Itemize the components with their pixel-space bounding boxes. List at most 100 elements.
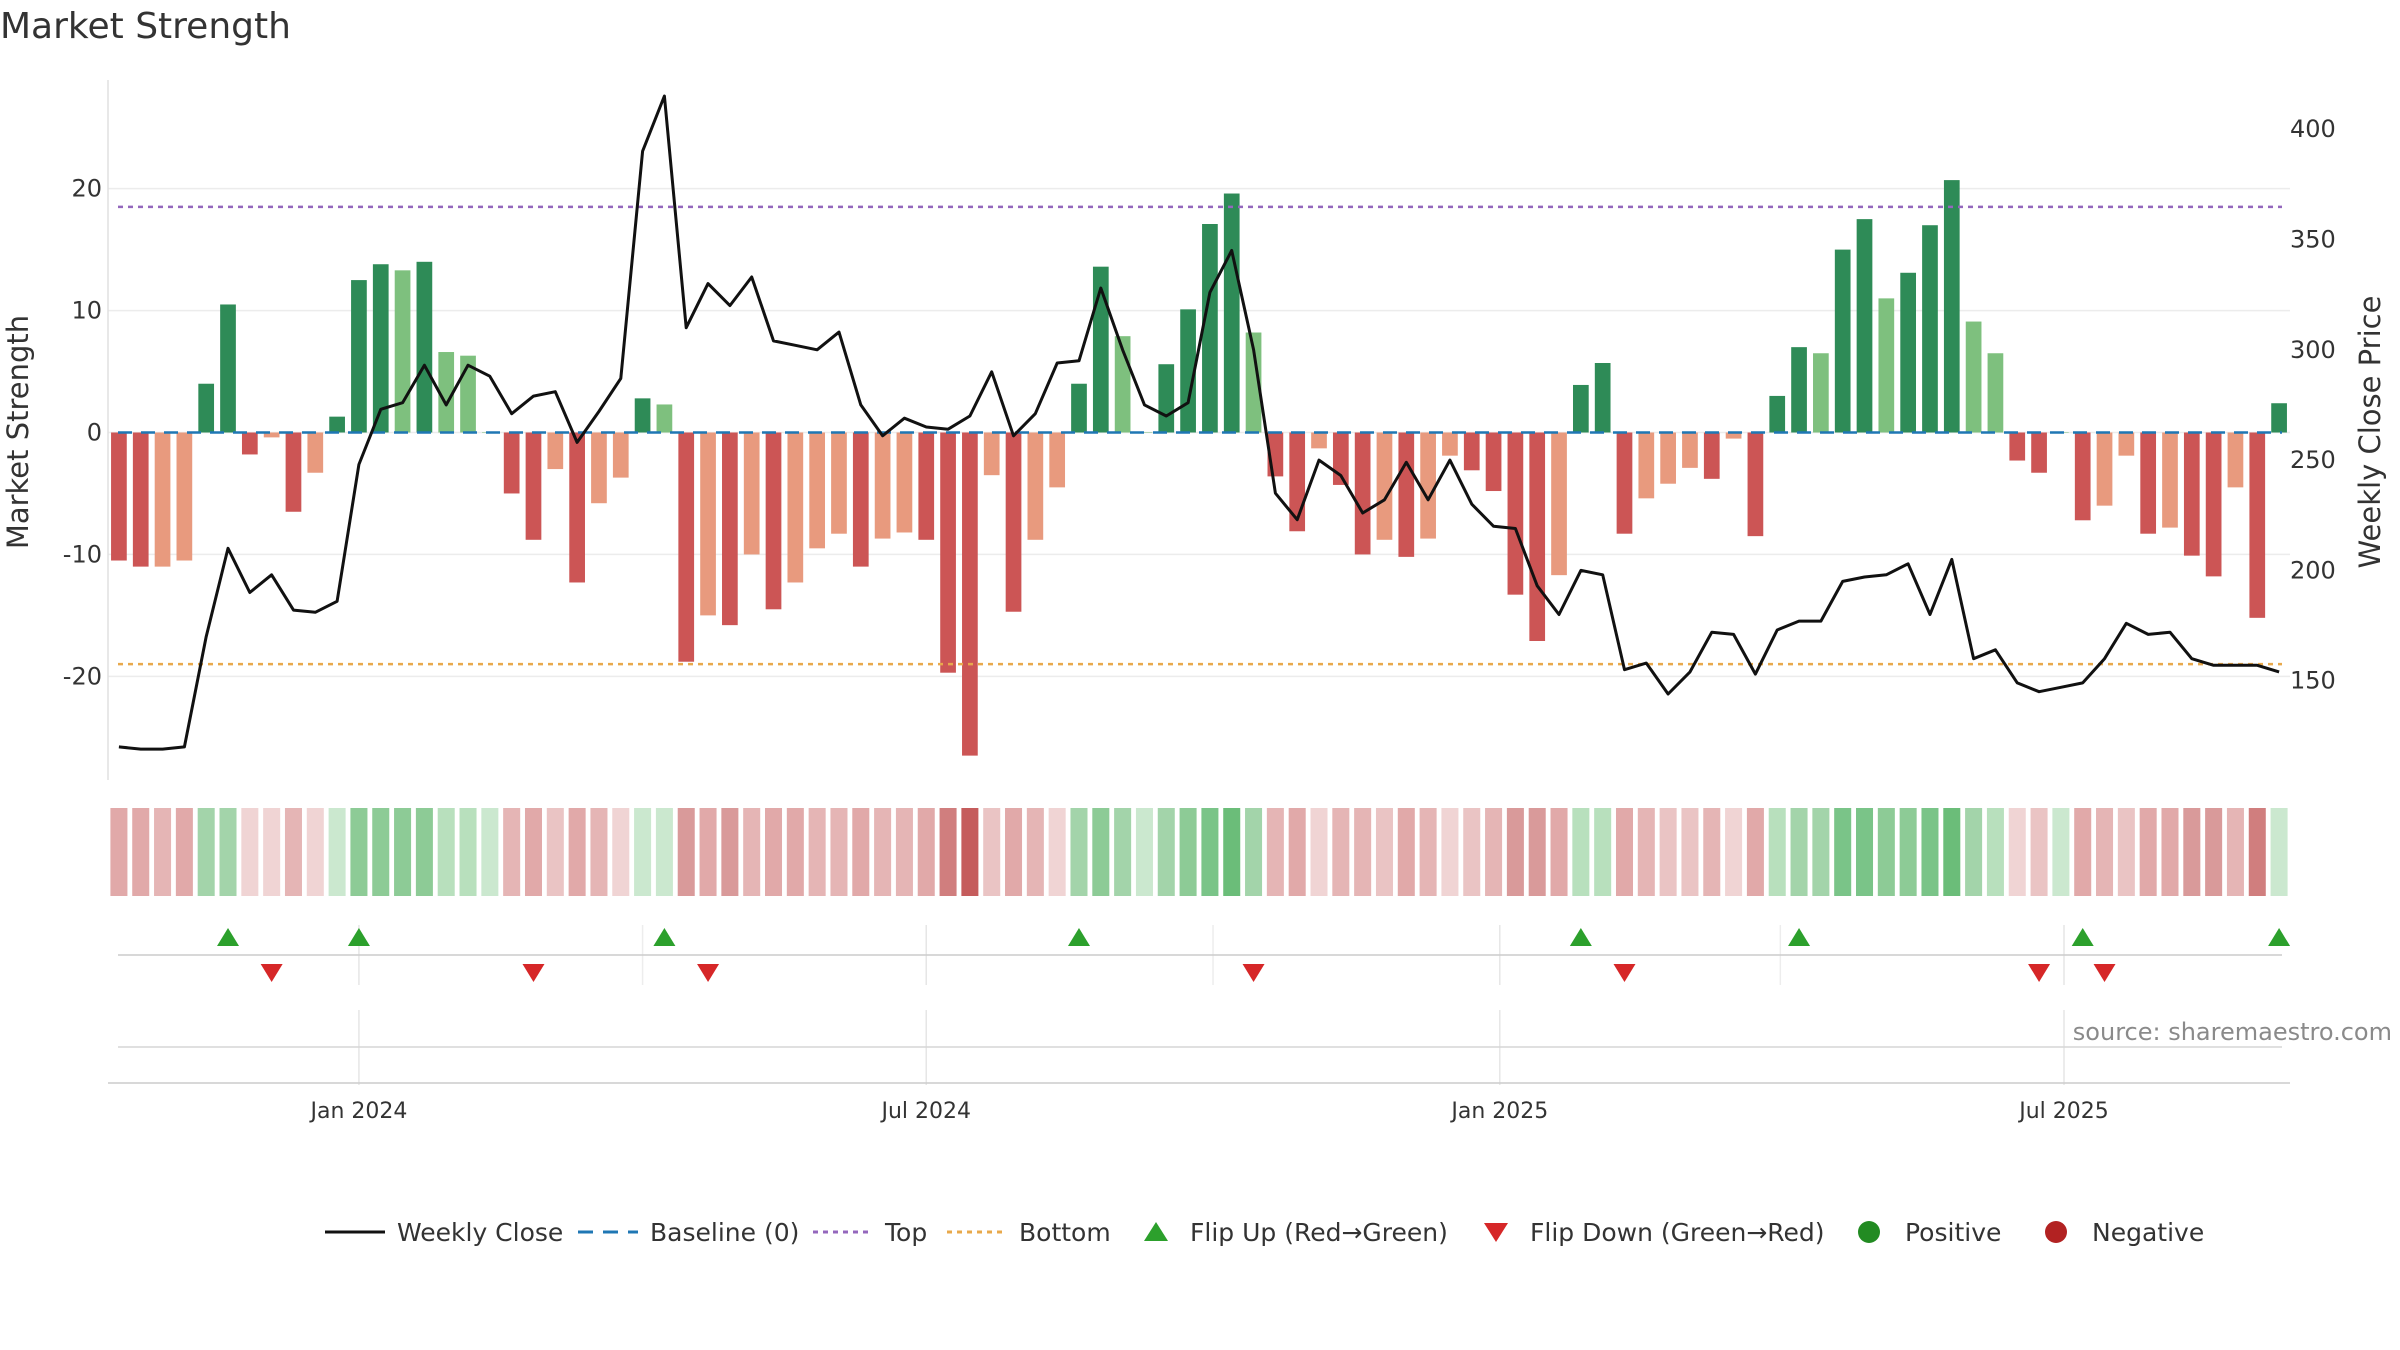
weekly-close-line [118,94,2280,751]
strength-bar [241,432,258,455]
strength-bar [1311,432,1327,449]
heat-cell [568,808,586,896]
heat-cell [2226,808,2244,896]
strength-bar [1965,321,1982,433]
legend-item: Negative [2045,1218,2204,1247]
heat-cell [655,808,673,896]
heat-cell [132,808,150,896]
strength-bar [285,432,302,512]
left-tick-label: 10 [71,297,102,325]
strength-bar [1616,432,1633,534]
heat-cell [2183,808,2201,896]
flip-up-marker [2071,928,2094,946]
strength-bar [940,432,956,673]
heat-cell [1266,808,1284,896]
strength-bar [1834,249,1851,433]
strength-bar [111,432,127,561]
strength-bar [1158,364,1175,433]
heat-cell [241,808,259,896]
flip-down-marker [260,964,283,982]
strength-bar [1725,432,1742,439]
heat-cell [1026,808,1044,896]
heat-cell [1659,808,1677,896]
strength-bar [2140,432,2157,534]
heat-cell [350,808,368,896]
flip-up-marker [1067,928,1090,946]
heat-cell [874,808,892,896]
legend-label: Weekly Close [397,1218,563,1247]
left-tick-label: -10 [63,540,102,568]
left-tick-label: 20 [71,175,102,203]
strength-bar [809,432,826,549]
heat-cell [786,808,804,896]
legend-label: Negative [2092,1218,2204,1247]
heat-cell [459,808,477,896]
heat-cell [1615,808,1633,896]
strength-bar [2271,403,2287,433]
x-tick-label: Jul 2025 [2017,1099,2109,1124]
heat-cell [1354,808,1372,896]
flip-up-marker [217,928,240,946]
heat-cell [1157,808,1175,896]
strength-bar [1376,432,1393,540]
strength-bar [132,432,149,567]
strength-bar [154,432,171,567]
flip-up-marker [347,928,370,946]
right-tick-label: 200 [2290,556,2336,584]
legend-label: Flip Up (Red→Green) [1190,1218,1448,1247]
legend-swatch-circle [1858,1221,1880,1243]
legend-item: Bottom [947,1218,1111,1247]
left-axis-title: Market Strength [1,315,35,549]
heat-cell [394,808,412,896]
flip-down-marker [522,964,545,982]
heat-cell [743,808,761,896]
strength-bar [1354,432,1371,555]
strength-bar [394,270,411,433]
heat-cell [175,808,193,896]
strength-bar [372,264,389,433]
source-label: source: sharemaestro.com [2073,1018,2392,1046]
right-tick-label: 300 [2290,336,2336,364]
flip-down-marker [1613,964,1636,982]
heat-cell [2008,808,2026,896]
strength-bar [1027,432,1044,540]
strength-bar [1878,298,1895,433]
heat-cell [917,808,935,896]
heat-cell [961,808,979,896]
heat-cell [1463,808,1481,896]
left-tick-label: -20 [63,662,102,690]
heat-cell [1375,808,1393,896]
heat-cell [808,808,826,896]
strength-bar [1180,309,1196,433]
chart-title: Market Strength [0,6,291,47]
heat-cell [1201,808,1219,896]
strength-bar [2031,432,2047,473]
legend-item: Positive [1858,1218,2001,1247]
flip-up-marker [653,928,676,946]
strength-bar [1922,225,1938,433]
flip-down-marker [2028,964,2051,982]
strength-bar [1442,432,1458,456]
heat-cell [1223,808,1241,896]
x-tick-label: Jan 2025 [1449,1099,1548,1124]
heat-cell [1179,808,1197,896]
heat-cell [1899,808,1917,896]
x-tick-label: Jan 2024 [308,1099,407,1124]
heat-cell [1114,808,1132,896]
x-tick-label: Jul 2024 [879,1099,971,1124]
strength-bar [1551,432,1567,576]
heat-cell [415,808,433,896]
strength-bar [612,432,629,478]
heat-cell [895,808,913,896]
strength-bar [1703,432,1720,479]
heat-cell [2248,808,2266,896]
flip-up-marker [1788,928,1811,946]
legend-label: Flip Down (Green→Red) [1530,1218,1825,1247]
strength-bar [743,432,760,555]
strength-bar [1943,180,1960,433]
flip-down-marker [697,964,720,982]
strength-bar [678,432,695,662]
legend-swatch-circle [2045,1221,2067,1243]
heat-cell [983,808,1001,896]
